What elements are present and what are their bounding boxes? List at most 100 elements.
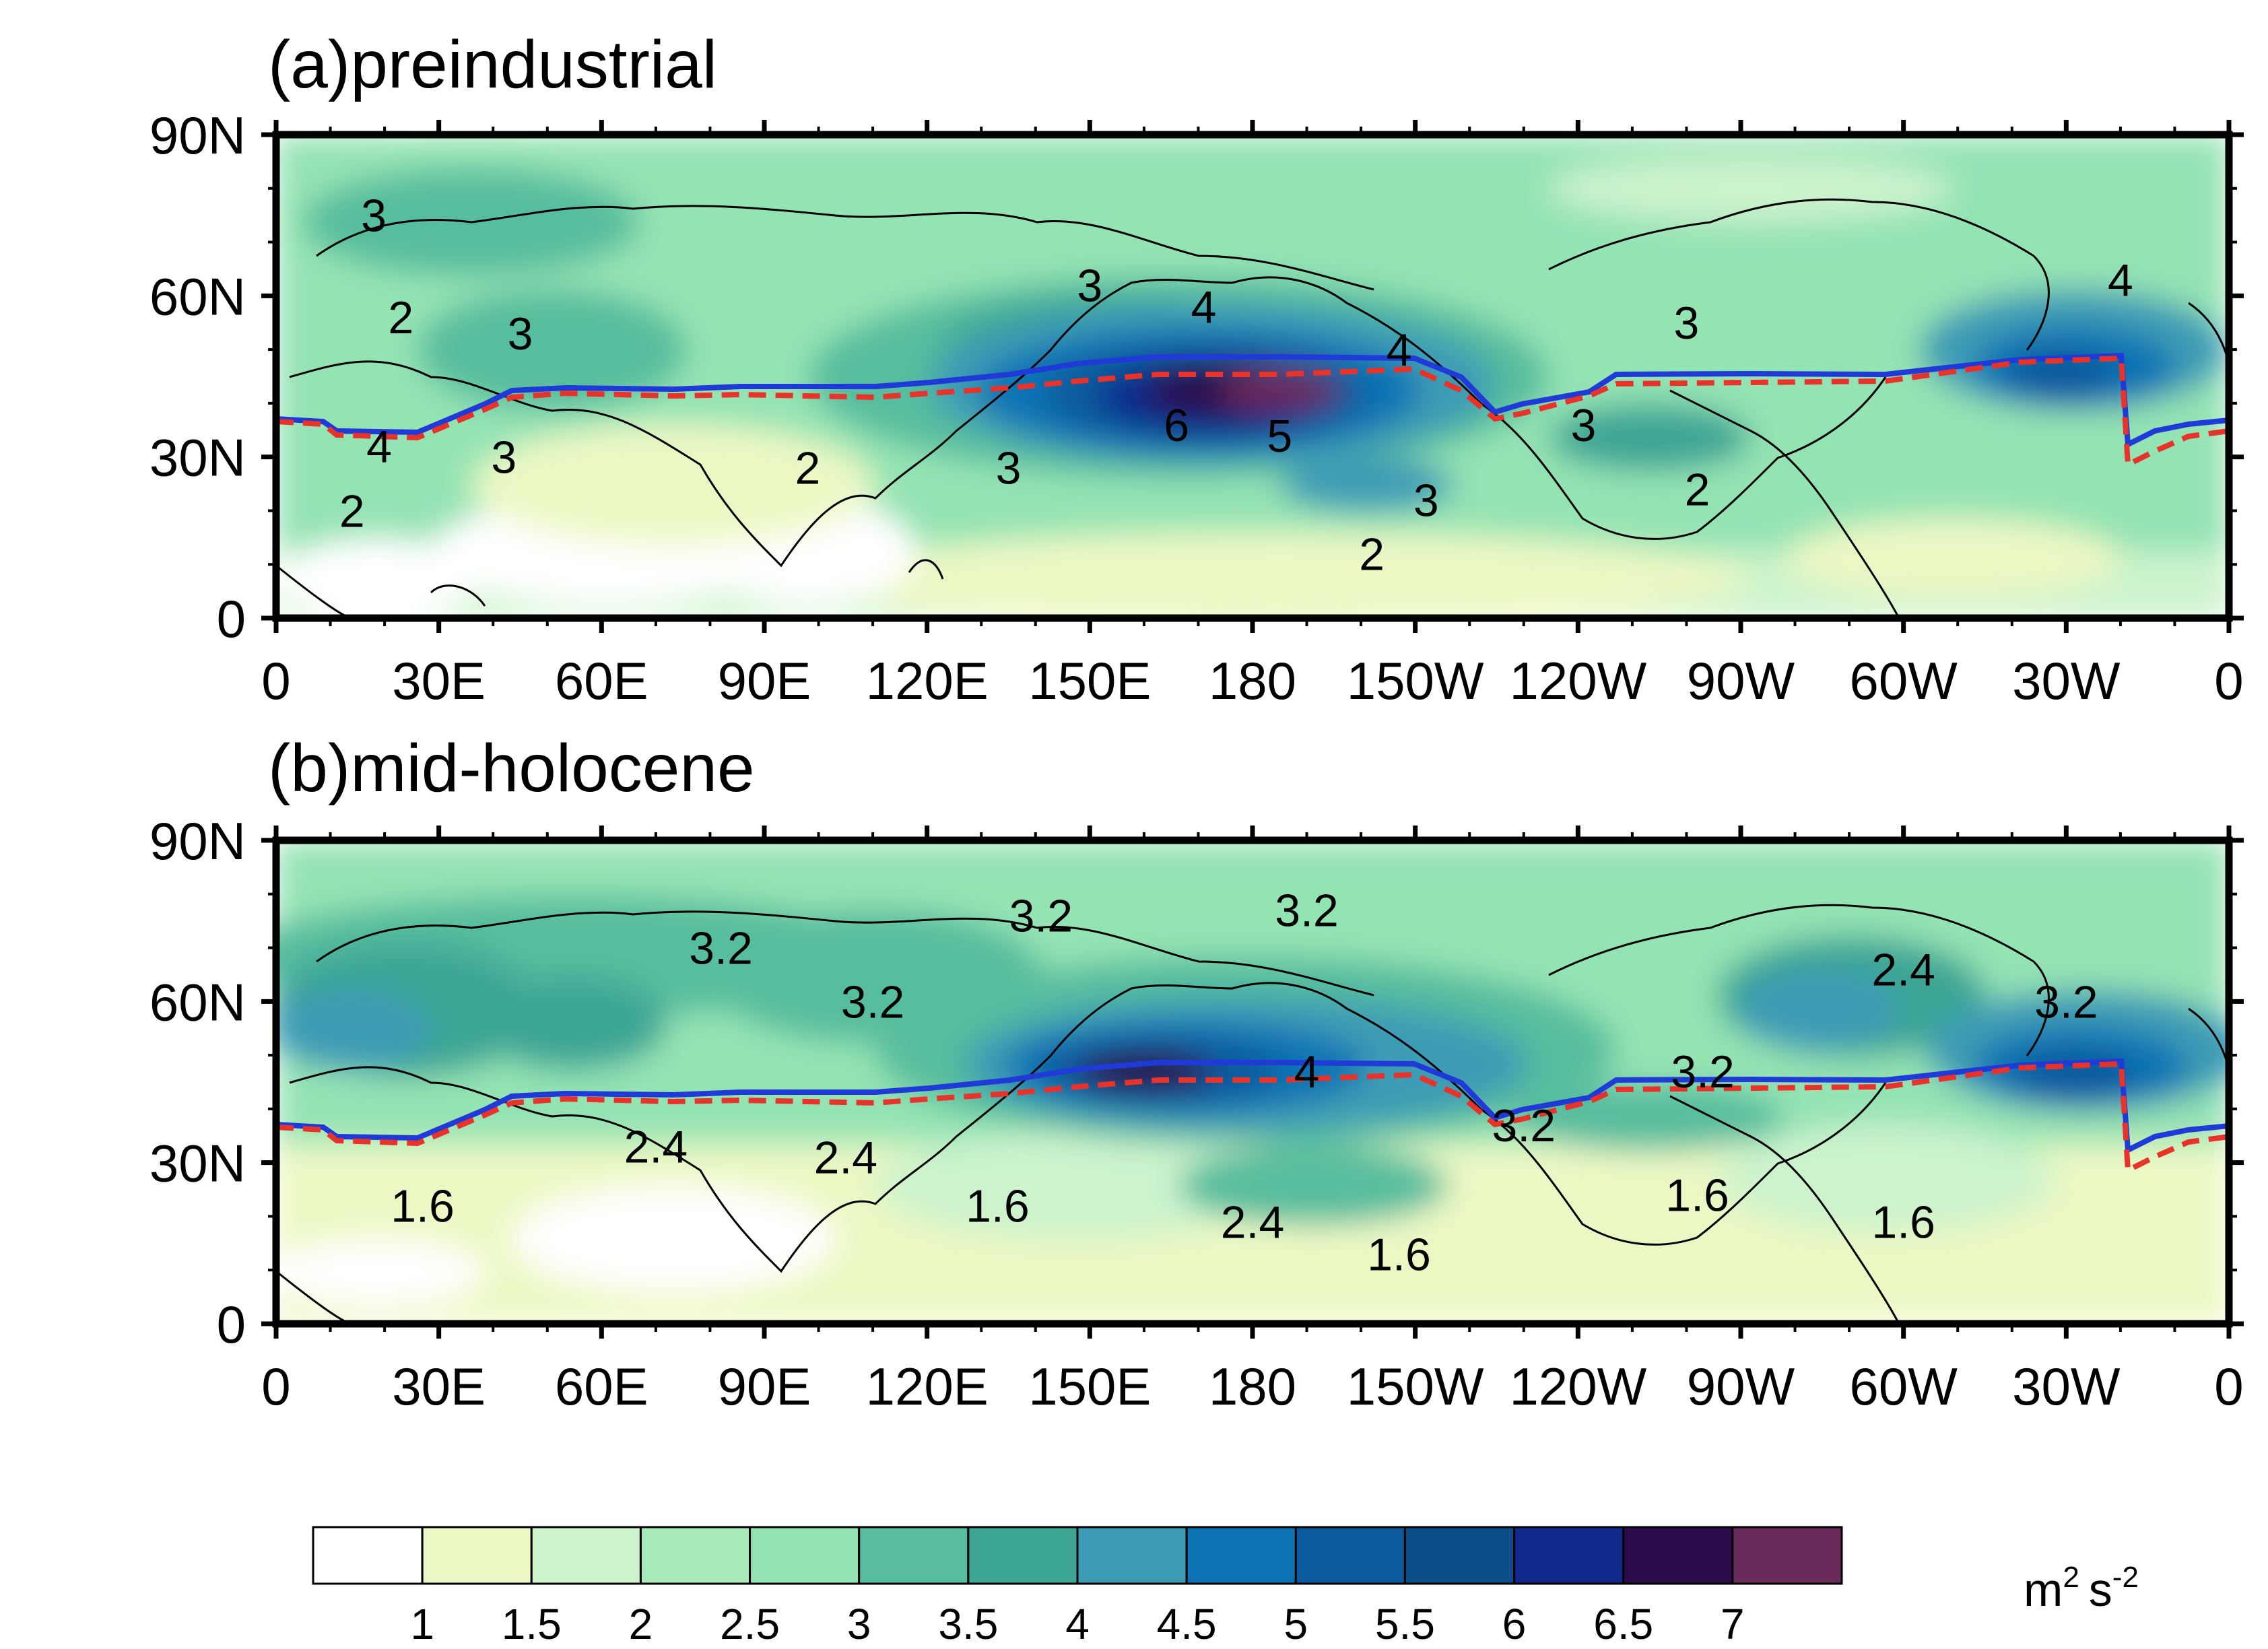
contour-label: 2.4	[814, 1133, 878, 1184]
colorbar: 1 1.5 2 2.5 3 3.5 4 4.5 5 5.5 6 6.5 7 m2 s-2	[312, 1526, 2139, 1648]
ytick-label: 90N	[149, 811, 246, 871]
contour-label: 4	[366, 422, 392, 473]
xtick-label: 60E	[555, 651, 648, 710]
colorbar-swatch	[1294, 1526, 1406, 1585]
panel-a-red-dashed-line	[276, 355, 2229, 469]
panel-b-coastlines	[276, 904, 2229, 1324]
colorbar-label: 2.5	[720, 1600, 780, 1648]
colorbar-swatch	[1622, 1526, 1734, 1585]
xtick-label: 60W	[1849, 651, 1958, 710]
colorbar-label: 1.5	[502, 1600, 562, 1648]
xtick-label: 120W	[1509, 651, 1646, 710]
colorbar-label: 7	[1721, 1600, 1745, 1648]
unit-m-power: 2	[2063, 1561, 2079, 1594]
unit-s-power: -2	[2112, 1561, 2139, 1594]
xtick-label: 60W	[1849, 1357, 1958, 1416]
xtick-label: 150E	[1028, 1357, 1151, 1416]
panel-a-ytick-labels: 90N 60N 30N 0	[149, 106, 246, 648]
panel-b: (b)mid-holocene	[149, 731, 2244, 1416]
ytick-label: 30N	[149, 1134, 246, 1193]
colorbar-swatch	[1185, 1526, 1297, 1585]
contour-label: 3.2	[1492, 1100, 1556, 1151]
xtick-label: 30W	[2012, 1357, 2121, 1416]
contour-label: 6	[1164, 400, 1189, 451]
colorbar-swatch	[421, 1526, 533, 1585]
xtick-label: 90E	[718, 651, 811, 710]
colorbar-boxes	[312, 1526, 1843, 1585]
contour-label: 3.2	[2034, 976, 2098, 1028]
colorbar-swatch	[1403, 1526, 1516, 1585]
xtick-label: 120E	[866, 651, 989, 710]
contour-label: 2.4	[624, 1122, 688, 1173]
xtick-label: 90E	[718, 1357, 811, 1416]
contour-label: 2.4	[1221, 1197, 1285, 1248]
contour-label: 1.6	[966, 1180, 1030, 1232]
contour-label: 2	[795, 443, 821, 494]
panel-a-title: (a)preindustrial	[268, 27, 717, 102]
xtick-label: 180	[1209, 651, 1296, 710]
panel-a-ticks	[261, 120, 2244, 633]
contour-label: 2	[388, 292, 413, 343]
contour-label: 3.2	[1009, 891, 1073, 942]
colorbar-label: 2	[629, 1600, 653, 1648]
xtick-label: 0	[261, 1357, 290, 1416]
contour-label: 3	[996, 443, 1022, 494]
contour-label: 1.6	[391, 1180, 455, 1232]
colorbar-swatch	[967, 1526, 1079, 1585]
ytick-label: 30N	[149, 428, 246, 487]
xtick-label: 0	[2214, 651, 2243, 710]
colorbar-label: 3	[847, 1600, 871, 1648]
ytick-label: 0	[217, 1295, 246, 1354]
colorbar-swatch	[749, 1526, 861, 1585]
panel-b-contour-labels: 3.2 3.2 3.2 3.2 4 2.4 2.4 1.6 1.6 2.4 1.6 3.2 3.2 1.6…	[391, 885, 2098, 1281]
panel-b-red-dashed-line	[276, 1061, 2229, 1175]
xtick-label: 30W	[2012, 651, 2121, 710]
contour-label: 1.6	[1665, 1170, 1729, 1221]
contour-label: 2	[1359, 529, 1385, 580]
unit-s: s	[2089, 1563, 2112, 1616]
colorbar-swatch	[1731, 1526, 1843, 1585]
colorbar-label: 4.5	[1157, 1600, 1217, 1648]
colorbar-swatch	[1076, 1526, 1188, 1585]
panel-b-ticks	[261, 826, 2244, 1339]
colorbar-swatch	[639, 1526, 752, 1585]
contour-label: 3	[1077, 260, 1102, 311]
xtick-label: 0	[2214, 1357, 2243, 1416]
contour-label: 4	[1387, 325, 1412, 376]
colorbar-labels: 1 1.5 2 2.5 3 3.5 4 4.5 5 5.5 6 6.5 7	[410, 1600, 1744, 1648]
xtick-label: 30E	[392, 651, 486, 710]
contour-label: 2	[1685, 465, 1710, 516]
contour-label: 2.4	[1871, 944, 1935, 995]
contour-label: 1.6	[1871, 1197, 1935, 1248]
ytick-label: 90N	[149, 106, 246, 165]
panel-a-xtick-labels: 0 30E 60E 90E 120E 150E 180 150W 120W 90W 60W 30W 0	[261, 651, 2243, 710]
contour-label: 3.2	[841, 976, 905, 1028]
xtick-label: 180	[1209, 1357, 1296, 1416]
ytick-label: 60N	[149, 972, 246, 1032]
xtick-label: 90W	[1687, 1357, 1795, 1416]
contour-label: 3	[361, 191, 387, 242]
contour-label: 2	[339, 485, 365, 537]
contour-label: 4	[1191, 281, 1217, 333]
xtick-label: 30E	[392, 1357, 486, 1416]
xtick-label: 90W	[1687, 651, 1795, 710]
colorbar-label: 5	[1283, 1600, 1308, 1648]
colorbar-label: 5.5	[1375, 1600, 1435, 1648]
xtick-label: 0	[261, 651, 290, 710]
colorbar-label: 6	[1502, 1600, 1527, 1648]
colorbar-unit: m2 s-2	[2024, 1561, 2139, 1616]
panel-b-ytick-labels: 90N 60N 30N 0	[149, 811, 246, 1354]
xtick-label: 150W	[1347, 1357, 1484, 1416]
colorbar-label: 3.5	[938, 1600, 998, 1648]
colorbar-swatch	[1513, 1526, 1625, 1585]
colorbar-swatch	[530, 1526, 642, 1585]
colorbar-swatch	[312, 1526, 424, 1585]
xtick-label: 150W	[1347, 651, 1484, 710]
contour-label: 3.2	[1275, 885, 1339, 937]
contour-label: 3.2	[1671, 1046, 1735, 1098]
ytick-label: 60N	[149, 267, 246, 326]
contour-label: 1.6	[1367, 1229, 1431, 1280]
ytick-label: 0	[217, 589, 246, 648]
